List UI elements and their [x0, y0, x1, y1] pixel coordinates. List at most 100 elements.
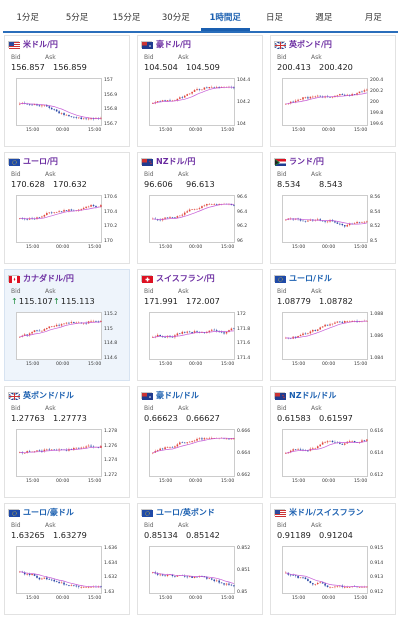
- currency-card[interactable]: ユーロ/ドル Bid Ask 1.08779 1.08782 1.088 1.086 1.08…: [270, 269, 396, 381]
- ask-value: ↑115.113: [53, 296, 95, 306]
- currency-pair-name[interactable]: カナダドル/円: [23, 274, 74, 283]
- eu-flag-icon: [274, 275, 286, 283]
- candle: [297, 335, 299, 338]
- candlestick-chart[interactable]: 0.852 0.851 0.85 15:00 00:00 15:00: [145, 544, 257, 610]
- currency-pair-name[interactable]: 米ドル/スイスフラン: [289, 508, 364, 517]
- candle: [23, 452, 26, 454]
- currency-pair-name[interactable]: 豪ドル/ドル: [156, 391, 199, 400]
- candle: [43, 577, 46, 579]
- tab-timeframe[interactable]: 30分足: [161, 13, 190, 23]
- quote-values: 96.606 96.613: [144, 179, 215, 189]
- tab-timeframe[interactable]: 週足: [315, 13, 333, 23]
- tab-timeframe[interactable]: 15分足: [112, 13, 141, 23]
- candle: [302, 333, 304, 336]
- candle: [215, 204, 218, 205]
- candlestick-chart[interactable]: 115.2 115 114.8 114.6 15:00 00:00 15:00: [12, 310, 124, 376]
- tab-timeframe[interactable]: 月足: [364, 13, 382, 23]
- currency-card[interactable]: ユーロ/英ポンド Bid Ask 0.85134 0.85142 0.852 0.851 0.…: [137, 503, 263, 615]
- card-header: ユーロ/豪ドル: [8, 506, 74, 519]
- tab-timeframe[interactable]: 1時間足: [200, 6, 250, 31]
- bid-value: 0.85134: [144, 530, 178, 540]
- tab-timeframe[interactable]: 日足: [266, 13, 284, 23]
- bid-label: Bid: [144, 522, 154, 529]
- candle: [63, 113, 65, 115]
- currency-pair-name[interactable]: ユーロ/豪ドル: [23, 508, 74, 517]
- candlestick-chart[interactable]: 172 171.8 171.6 171.4 15:00 00:00 15:00: [145, 310, 257, 376]
- currency-card[interactable]: カナダドル/円 Bid Ask ↑115.107↑115.113 115.2 115 114…: [4, 269, 130, 381]
- candlestick-chart[interactable]: 0.915 0.914 0.913 0.912 15:00 00:00 15:00: [278, 544, 390, 610]
- candle: [203, 438, 206, 440]
- card-header: 米ドル/円: [8, 38, 58, 51]
- currency-card[interactable]: ユーロ/円 Bid Ask 170.628 170.632 170.6 170.4 170.2…: [4, 152, 130, 264]
- candle: [341, 443, 344, 445]
- y-axis-tick-label: 1.086: [370, 334, 384, 339]
- candle: [63, 323, 65, 325]
- currency-pair-name[interactable]: 英ポンド/円: [289, 40, 332, 49]
- currency-pair-name[interactable]: スイスフラン/円: [156, 274, 215, 283]
- currency-card[interactable]: 米ドル/円 Bid Ask 156.857 156.859 157 156.9 156.8 15…: [4, 35, 130, 147]
- currency-pair-name[interactable]: NZドル/ドル: [289, 391, 337, 400]
- candle: [208, 438, 211, 439]
- candle: [233, 328, 235, 330]
- quote-values: 0.61583 0.61597: [277, 413, 353, 423]
- candle: [92, 118, 95, 120]
- ch-flag-icon: [141, 275, 153, 283]
- candlestick-chart[interactable]: 1.278 1.276 1.274 1.272 15:00 00:00 15:00: [12, 427, 124, 493]
- y-axis-tick-label: 0.85: [237, 590, 248, 595]
- x-axis-tick-label: 15:00: [354, 479, 368, 484]
- candle: [193, 209, 196, 210]
- currency-pair-name[interactable]: ユーロ/円: [23, 157, 58, 166]
- candlestick-chart[interactable]: 0.616 0.614 0.612 15:00 00:00 15:00: [278, 427, 390, 493]
- currency-card[interactable]: NZドル/円 Bid Ask 96.606 96.613 96.6 96.4 96.2 96 15…: [137, 152, 263, 264]
- candle: [63, 582, 65, 585]
- y-axis-tick-label: 114.8: [104, 341, 118, 347]
- currency-card[interactable]: ユーロ/豪ドル Bid Ask 1.63265 1.63279 1.636 1.634 1.6…: [4, 503, 130, 615]
- moving-average-line: [19, 321, 101, 338]
- currency-pair-name[interactable]: 豪ドル/円: [156, 40, 191, 49]
- candlestick-chart[interactable]: 96.6 96.4 96.2 96 15:00 00:00 15:00: [145, 193, 257, 259]
- currency-pair-name[interactable]: 米ドル/円: [23, 40, 58, 49]
- candle: [169, 217, 171, 219]
- chart-plot-area: [16, 195, 102, 243]
- candle: [171, 217, 174, 218]
- candle: [203, 205, 206, 207]
- candlestick-chart[interactable]: 200.4 200.2 200 199.8 199.6 15:00 00:00 15:00: [278, 76, 390, 142]
- bid-label: Bid: [11, 288, 21, 295]
- candle: [307, 450, 309, 452]
- candlestick-chart[interactable]: 0.666 0.664 0.662 15:00 00:00 15:00: [145, 427, 257, 493]
- candle: [60, 211, 63, 212]
- candlestick-chart[interactable]: 1.088 1.086 1.084 15:00 00:00 15:00: [278, 310, 390, 376]
- candlestick-chart[interactable]: 8.56 8.54 8.52 8.5 15:00 00:00 15:00: [278, 193, 390, 259]
- currency-pair-name[interactable]: 英ポンド/ドル: [23, 391, 74, 400]
- currency-card[interactable]: NZドル/ドル Bid Ask 0.61583 0.61597 0.616 0.614 0.6…: [270, 386, 396, 498]
- candlestick-chart[interactable]: 157 156.9 156.8 156.7 15:00 00:00 15:00: [12, 76, 124, 142]
- currency-card[interactable]: 豪ドル/円 Bid Ask 104.504 104.509 104.4 104.2 104 15…: [137, 35, 263, 147]
- candle: [46, 577, 48, 580]
- currency-card[interactable]: ランド/円 Bid Ask 8.534 8.543 8.56 8.54 8.52 8.5 15:0…: [270, 152, 396, 264]
- y-axis-tick-label: 115.2: [104, 312, 118, 317]
- tab-timeframe[interactable]: 1分足: [16, 13, 39, 23]
- currency-pair-name[interactable]: NZドル/円: [156, 157, 196, 166]
- candlestick-svg: [152, 327, 235, 339]
- candlestick-chart[interactable]: 1.636 1.634 1.632 1.63 15:00 00:00 15:00: [12, 544, 124, 610]
- currency-pair-name[interactable]: ユーロ/英ポンド: [156, 508, 215, 517]
- candle: [307, 333, 309, 334]
- currency-card[interactable]: スイスフラン/円 Bid Ask 171.991 172.007 172 171.8 171.…: [137, 269, 263, 381]
- currency-pair-name[interactable]: ユーロ/ドル: [289, 274, 332, 283]
- currency-card[interactable]: 英ポンド/円 Bid Ask 200.413 200.420 200.4 200.2 200 1…: [270, 35, 396, 147]
- currency-card[interactable]: 英ポンド/ドル Bid Ask 1.27763 1.27773 1.278 1.276 1.2…: [4, 386, 130, 498]
- tab-timeframe[interactable]: 5分足: [65, 13, 89, 23]
- candle: [334, 442, 336, 443]
- quote-values: 170.628 170.632: [11, 179, 87, 189]
- candle: [297, 99, 299, 101]
- candlestick-chart[interactable]: 104.4 104.2 104 15:00 00:00 15:00: [145, 76, 257, 142]
- currency-pair-name[interactable]: ランド/円: [289, 157, 324, 166]
- candle: [41, 105, 43, 107]
- candle: [19, 103, 21, 105]
- chart-plot-area: [282, 312, 368, 360]
- currency-card[interactable]: 米ドル/スイスフラン Bid Ask 0.91189 0.91204 0.915 0.914…: [270, 503, 396, 615]
- candle: [208, 204, 211, 205]
- candle: [174, 576, 176, 577]
- candlestick-chart[interactable]: 170.6 170.4 170.2 170 15:00 00:00 15:00: [12, 193, 124, 259]
- currency-card[interactable]: 豪ドル/ドル Bid Ask 0.66623 0.66627 0.666 0.664 0.66…: [137, 386, 263, 498]
